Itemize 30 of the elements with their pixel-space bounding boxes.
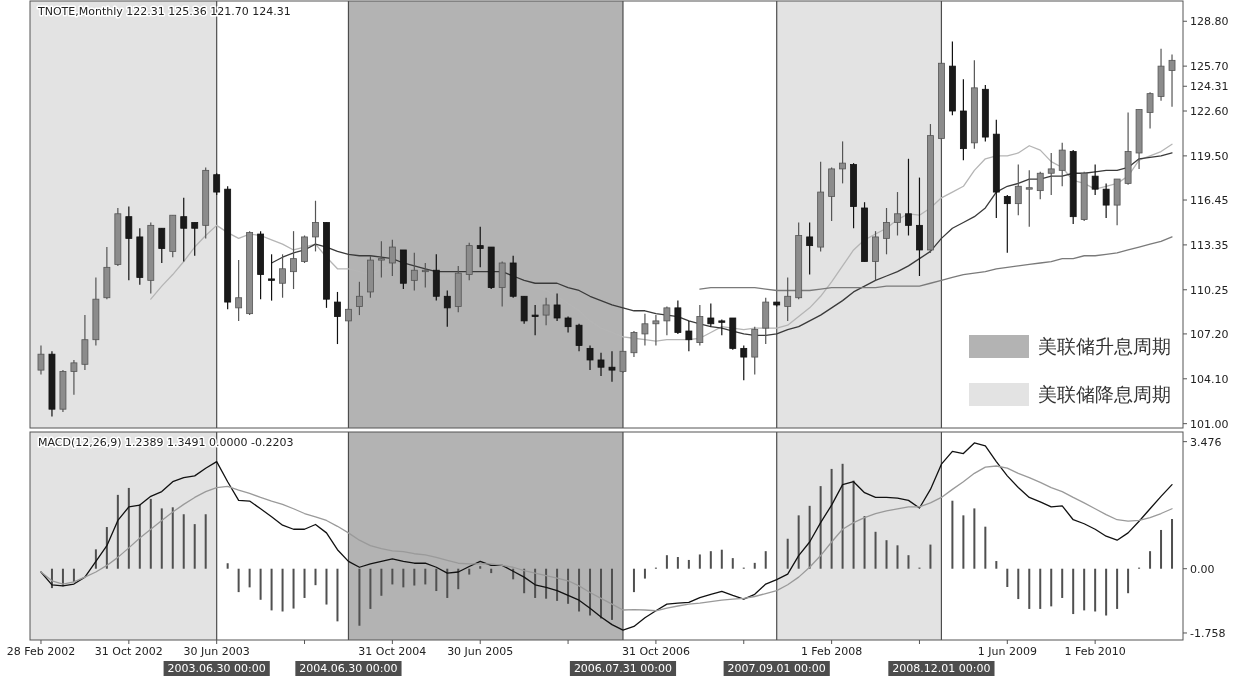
x-tick-label: 30 Jun 2003 xyxy=(183,645,250,658)
y-tick-label: 3.476 xyxy=(1190,435,1222,449)
ref-line-label: 2003.06.30 00:00 xyxy=(167,662,266,675)
y-tick-label: 110.25 xyxy=(1190,283,1229,297)
annotation: 美联储升息周期 xyxy=(1038,334,1171,357)
ref-line-label: 2007.09.01 00:00 xyxy=(727,662,826,675)
y-tick-label: 0.00 xyxy=(1190,562,1215,576)
y-tick-label: 122.60 xyxy=(1190,105,1229,119)
x-tick-label: 1 Feb 2008 xyxy=(800,645,863,658)
x-tick-label: 30 Jun 2005 xyxy=(447,645,514,658)
x-tick-label: 31 Oct 2004 xyxy=(358,645,427,658)
y-tick-label: 116.45 xyxy=(1190,194,1229,208)
x-tick-label: 1 Feb 2010 xyxy=(1064,645,1126,658)
annotation: 美联储降息周期 xyxy=(1038,382,1171,405)
ref-line-label: 2006.07.31 00:00 xyxy=(573,662,673,675)
y-tick-label: 128.80 xyxy=(1190,15,1229,29)
x-tick-label: 28 Feb 2002 xyxy=(6,645,76,658)
y-tick-label: 101.00 xyxy=(1190,417,1229,431)
x-tick-label: 31 Oct 2002 xyxy=(94,645,163,658)
y-tick-label: 107.20 xyxy=(1190,327,1229,341)
x-tick-label: 31 Oct 2006 xyxy=(621,645,690,658)
x-tick-label: 1 Jun 2009 xyxy=(977,645,1037,658)
y-tick-label: 113.35 xyxy=(1190,238,1229,252)
ref-line-label: 2004.06.30 00:00 xyxy=(299,662,398,675)
ref-line-label: 2008.12.01 00:00 xyxy=(892,662,991,675)
y-tick-label: 119.50 xyxy=(1190,149,1229,163)
y-tick-label: 124.31 xyxy=(1190,80,1229,94)
y-tick-label: -1.758 xyxy=(1190,626,1226,640)
y-tick-label: 125.70 xyxy=(1190,60,1229,74)
y-tick-label: 104.10 xyxy=(1190,372,1229,386)
